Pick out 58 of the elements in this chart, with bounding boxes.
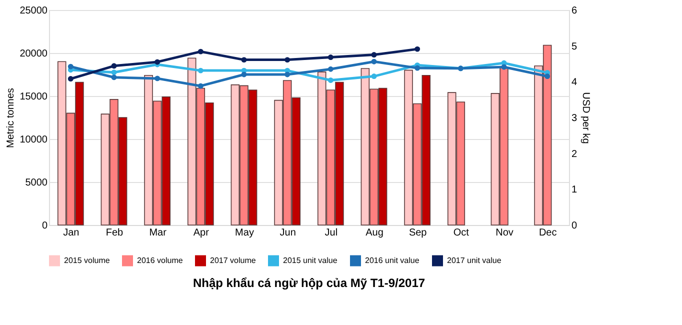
point	[414, 65, 420, 71]
legend-label: 2015 volume	[64, 256, 110, 265]
x-tick-label: Sep	[408, 228, 428, 238]
legend-label: 2016 unit value	[365, 256, 420, 265]
point	[328, 54, 334, 60]
x-tick-label: Apr	[193, 228, 210, 238]
x-tick-label: Aug	[366, 228, 384, 238]
point	[328, 78, 334, 83]
y2-axis-title: USD per kg	[580, 92, 592, 144]
point	[111, 63, 117, 69]
x-tick-label: Jun	[280, 228, 296, 238]
point	[371, 52, 377, 58]
legend-label: 2015 unit value	[283, 256, 338, 265]
y-tick-label: 5000	[25, 178, 48, 188]
point	[414, 46, 420, 52]
point	[198, 48, 204, 54]
legend-label: 2017 unit value	[447, 256, 502, 265]
y2-tick-label: 6	[572, 6, 578, 16]
y-tick-label: 25000	[20, 6, 48, 16]
point	[154, 76, 160, 82]
legend-label: 2017 volume	[210, 256, 256, 265]
x-tick-label: Mar	[149, 228, 168, 238]
point	[68, 64, 74, 70]
y2-tick-label: 4	[572, 77, 578, 88]
point	[284, 72, 290, 78]
x-tick-label: Jan	[63, 228, 80, 238]
y-tick-label: 0	[42, 220, 48, 232]
x-tick-label: Feb	[106, 228, 124, 238]
point	[111, 74, 117, 80]
point	[501, 64, 507, 70]
point	[284, 57, 290, 63]
x-tick-label: Nov	[496, 228, 514, 238]
text: Nhập khẩu cá ngừ hộp của Mỹ T1-9/2017	[192, 276, 426, 290]
y2-tick-label: 0	[572, 220, 578, 232]
y2-tick-label: 3	[572, 113, 578, 124]
y2-tick-label: 5	[572, 41, 578, 52]
y2-tick-label: 2	[572, 148, 578, 160]
point	[371, 74, 377, 80]
point	[111, 70, 117, 76]
x-tick-label: May	[235, 228, 254, 238]
point	[544, 74, 550, 80]
y2-tick-label: 1	[572, 184, 578, 196]
x-tick-label: Jul	[324, 228, 338, 238]
point	[154, 59, 160, 65]
x-tick-label: Oct	[453, 228, 470, 238]
point	[328, 66, 334, 72]
y-axis-title: Metric tonnes	[6, 88, 17, 148]
point	[198, 83, 204, 89]
y-tick-label: 20000	[20, 48, 48, 60]
point	[241, 57, 247, 63]
legend-label: 2016 volume	[137, 256, 184, 265]
point	[371, 58, 377, 64]
y-tick-label: 15000	[20, 92, 48, 102]
point	[198, 68, 204, 74]
x-tick-label: Dec	[538, 228, 557, 238]
point	[68, 76, 74, 82]
y-tick-label: 10000	[20, 134, 48, 146]
point	[241, 72, 247, 78]
